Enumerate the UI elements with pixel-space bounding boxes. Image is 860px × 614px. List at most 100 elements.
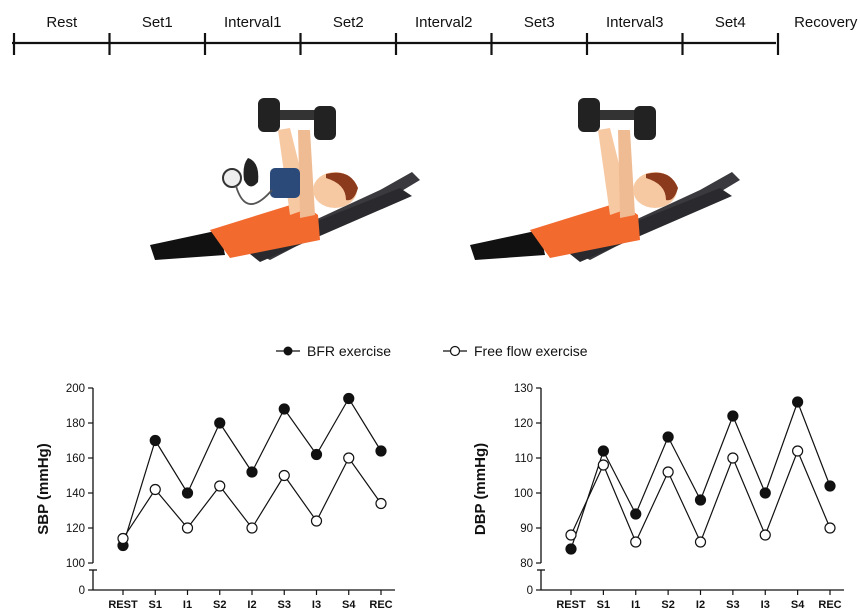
y-tick-label: 100	[514, 488, 533, 500]
dumbbell-handle-icon	[590, 110, 644, 120]
data-point-free-flow	[343, 452, 355, 464]
y-axis-title: DBP (mmHg)	[472, 443, 489, 535]
timeline-ticks	[12, 33, 780, 55]
x-tick-label: I2	[696, 599, 705, 611]
data-point-bfr	[149, 434, 161, 447]
data-point-free-flow	[375, 497, 387, 510]
data-point-bfr	[310, 448, 323, 461]
y-tick-label: 90	[520, 523, 533, 535]
gauge-tube-icon	[235, 185, 273, 205]
torso-icon	[530, 202, 640, 258]
data-point-bfr	[597, 445, 609, 457]
data-point-bfr	[824, 480, 836, 492]
data-point-bfr	[214, 417, 226, 429]
data-point-free-flow	[246, 522, 258, 534]
legend-bfr-label: BFR exercise	[307, 343, 391, 359]
x-tick-label: S4	[791, 599, 805, 611]
x-tick-label: I2	[247, 599, 256, 611]
timeline-phase-label: Interval2	[415, 14, 473, 31]
y-tick-label: 140	[66, 488, 85, 500]
x-tick-label: REST	[108, 599, 138, 611]
dumbbell-weight-icon	[578, 98, 600, 132]
y-tick-label: 0	[527, 585, 533, 597]
x-tick-label: S3	[726, 599, 739, 611]
data-point-bfr	[662, 431, 674, 443]
y-tick-label: 80	[520, 558, 533, 570]
legend: BFR exercise Free flow exercise	[276, 343, 588, 359]
timeline-phase-label: Recovery	[794, 14, 858, 31]
y-tick-label: 160	[66, 453, 85, 465]
data-point-bfr	[694, 494, 707, 506]
timeline-phase-label: Interval1	[224, 14, 282, 31]
timeline-labels: Rest Set1 Interval1 Set2 Interval2 Set3 Interv…	[46, 14, 858, 31]
data-point-free-flow	[278, 469, 290, 482]
torso-icon	[210, 202, 320, 258]
x-tick-label: S1	[597, 599, 610, 611]
data-point-free-flow	[117, 532, 129, 545]
data-point-free-flow	[792, 445, 804, 457]
data-point-free-flow	[310, 515, 323, 527]
data-point-free-flow	[662, 466, 674, 478]
y-tick-label: 180	[66, 418, 85, 430]
arm-icon-2	[618, 130, 635, 218]
x-tick-label: I3	[312, 599, 321, 611]
data-point-bfr	[181, 487, 194, 499]
data-point-free-flow	[214, 480, 226, 492]
timeline-phase-label: Set3	[524, 14, 555, 31]
timeline-phase-label: Set1	[142, 14, 173, 31]
legend-bfr-marker	[283, 346, 293, 356]
x-tick-label: I1	[183, 599, 192, 611]
sbp-chart: 0 100 120 140 160 180 200 REST S1 I1 S2 I2 S3 I3 S4 REC…	[35, 383, 395, 611]
data-point-bfr	[759, 487, 771, 499]
dbp-chart: 0 80 90 100 110 120 130 REST S1 I1 S2 I2 S3 I3 S4 REC DB…	[472, 383, 844, 611]
legend-free-label: Free flow exercise	[474, 343, 588, 359]
data-point-free-flow	[597, 459, 609, 471]
free-flow-exercise-illustration	[470, 98, 740, 262]
protocol-timeline: Rest Set1 Interval1 Set2 Interval2 Set3 Interv…	[12, 14, 858, 55]
x-tick-label: S2	[213, 599, 226, 611]
data-point-bfr	[727, 410, 739, 422]
data-point-free-flow	[565, 529, 577, 541]
legend-free-marker	[449, 345, 461, 357]
data-point-bfr	[792, 396, 804, 408]
y-tick-label: 120	[514, 418, 533, 430]
data-point-bfr	[375, 445, 387, 457]
timeline-phase-label: Rest	[46, 14, 78, 31]
x-tick-label: REST	[556, 599, 586, 611]
timeline-phase-label: Interval3	[606, 14, 664, 31]
x-tick-label: REC	[818, 599, 841, 611]
inflation-bulb-icon	[243, 158, 259, 187]
hair-icon	[326, 172, 358, 201]
x-tick-label: S2	[661, 599, 674, 611]
y-tick-label: 130	[514, 383, 533, 395]
data-point-free-flow	[727, 452, 739, 464]
y-tick-label: 120	[66, 523, 85, 535]
x-tick-label: S1	[149, 599, 162, 611]
timeline-phase-label: Set4	[715, 14, 746, 31]
x-tick-label: S3	[278, 599, 291, 611]
y-tick-label: 110	[515, 453, 533, 465]
dumbbell-weight-icon-2	[634, 106, 656, 140]
arm-icon-2	[298, 130, 315, 218]
data-point-bfr	[630, 508, 642, 520]
y-tick-label: 200	[66, 383, 85, 395]
data-point-bfr	[278, 403, 290, 415]
series-line-bfr	[570, 400, 831, 550]
data-point-free-flow	[181, 522, 194, 534]
y-axis-title: SBP (mmHg)	[35, 443, 52, 534]
data-point-bfr	[565, 543, 577, 555]
timeline-phase-label: Set2	[333, 14, 364, 31]
x-tick-label: S4	[342, 599, 356, 611]
x-tick-label: I1	[631, 599, 640, 611]
dumbbell-weight-icon-2	[314, 106, 336, 140]
data-point-bfr	[343, 392, 355, 405]
x-tick-label: REC	[369, 599, 392, 611]
dumbbell-weight-icon	[258, 98, 280, 132]
y-tick-label: 0	[79, 585, 85, 597]
data-point-free-flow	[149, 483, 161, 496]
hair-icon	[646, 172, 678, 201]
dumbbell-handle-icon	[270, 110, 324, 120]
y-tick-label: 100	[66, 558, 85, 570]
legs-icon	[470, 230, 545, 260]
